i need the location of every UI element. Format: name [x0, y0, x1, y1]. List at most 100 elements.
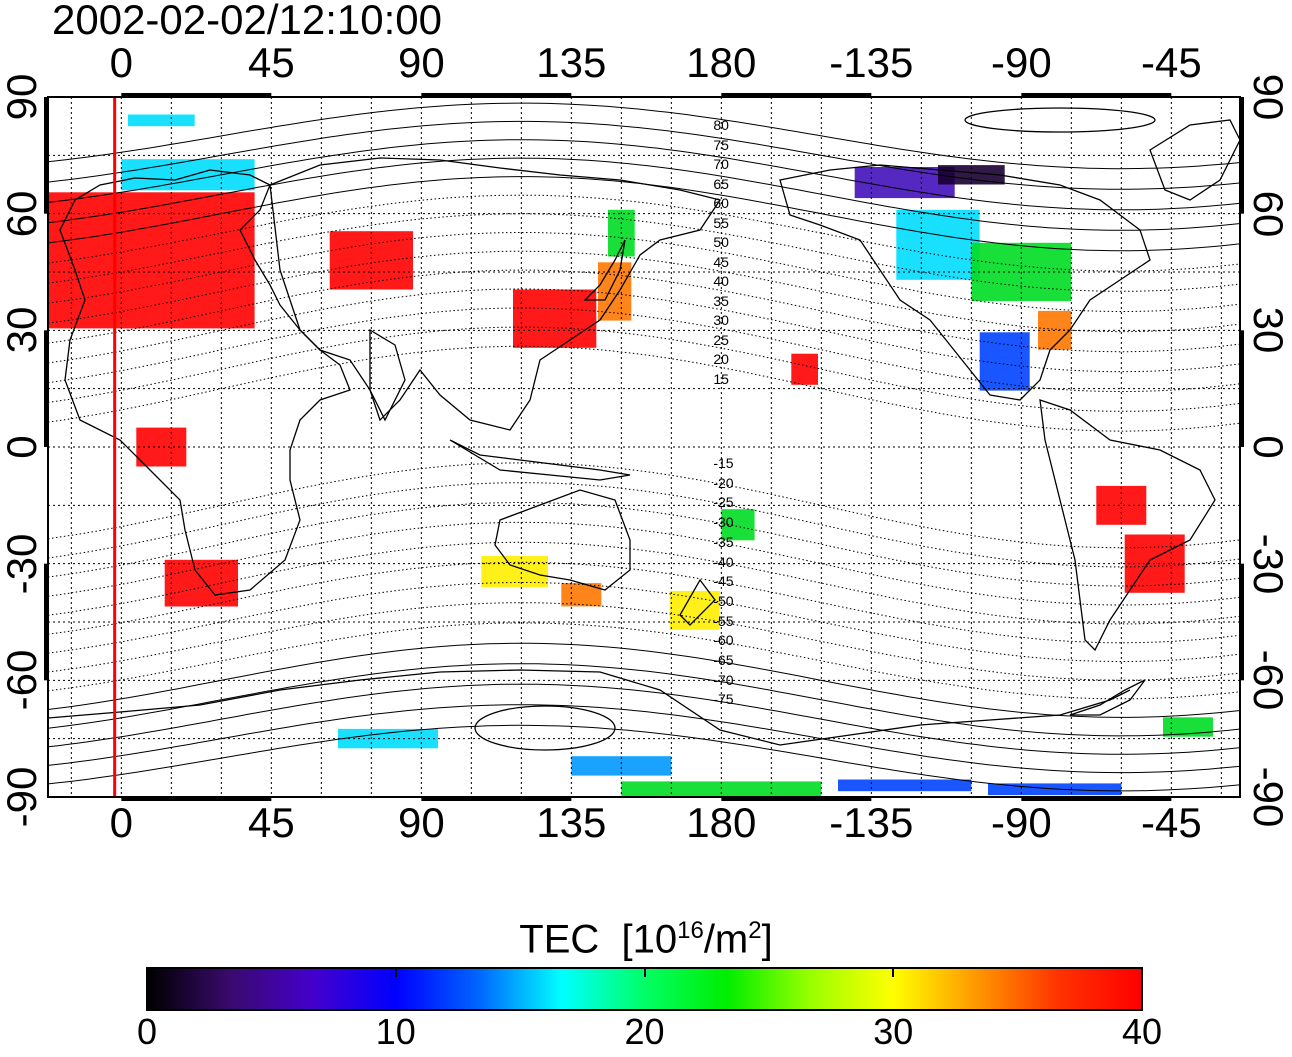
contour-label: 15: [713, 370, 729, 387]
tec-patch: [481, 555, 548, 587]
contour-label: 35: [713, 292, 729, 309]
graticule-grid: [48, 97, 1240, 797]
tec-patch: [164, 559, 238, 607]
top-longitude-tick: -135: [829, 39, 914, 86]
contour-label: -45: [713, 573, 734, 590]
magnetic-contour: [48, 139, 1240, 211]
contour-label: -20: [713, 474, 734, 491]
magnetic-pole-contour: [964, 107, 1156, 133]
colorbar-tick-label: 0: [136, 1011, 158, 1052]
contour-label: -55: [713, 612, 734, 629]
contour-label: 80: [713, 117, 729, 133]
tec-patch: [598, 262, 632, 321]
bottom-longitude-tick: 90: [397, 799, 445, 846]
colorbar-unit-per-meter: /m: [703, 917, 749, 962]
tec-patch: [121, 159, 255, 191]
right-latitude-tick: -90: [1245, 766, 1292, 828]
magnetic-contour: [48, 157, 1240, 231]
colorbar-tick-mark: [394, 967, 397, 977]
coastline-new-zealand: [679, 578, 716, 626]
colorbar-tick-mark: [643, 967, 646, 977]
magnetic-contour: [48, 561, 1240, 644]
colorbar-unit-exponent: 16: [677, 917, 704, 944]
top-longitude-tick: -45: [1140, 39, 1202, 86]
contour-label: 75: [713, 136, 729, 153]
tec-patch: [721, 509, 755, 541]
magnetic-latitude-contours: [48, 102, 1240, 792]
colorbar-title: TEC [1016/m2]: [519, 917, 773, 962]
bottom-longitude-tick: 0: [109, 799, 133, 846]
colorbar-tick-label: 20: [624, 1011, 665, 1052]
colorbar-tick-label: 40: [1121, 1011, 1163, 1052]
frame-bar: [721, 797, 872, 801]
magnetic-contour: [48, 642, 1240, 718]
colorbar-tick-mark: [146, 967, 148, 977]
frame-bar: [721, 93, 872, 97]
coastline-australia: [494, 489, 631, 591]
colorbar-tick-label: 10: [375, 1011, 416, 1052]
frame-bar: [1021, 797, 1172, 801]
magnetic-contour: [48, 541, 1240, 625]
contour-label: -65: [713, 652, 734, 668]
magnetic-contour: [48, 683, 1240, 755]
contour-label: -75: [713, 691, 734, 708]
contour-label: 70: [713, 156, 729, 172]
contour-label: -70: [713, 671, 734, 688]
tec-data-layer: [48, 114, 1213, 797]
magnetic-contour: [48, 232, 1240, 312]
magnetic-contour: [48, 102, 1240, 170]
magnetic-pole-contour: [474, 705, 616, 751]
magnetic-contour: [48, 582, 1240, 662]
top-longitude-tick: 90: [397, 39, 445, 86]
tec-patch: [669, 590, 720, 630]
contour-label: 65: [713, 175, 729, 192]
frame-bar: [421, 797, 572, 801]
tec-patch: [571, 756, 672, 776]
contour-label: -50: [713, 592, 734, 609]
colorbar-unit-base: 10: [632, 917, 678, 962]
magnetic-contour: [48, 120, 1240, 190]
frame-bar: [1240, 97, 1244, 214]
contour-label: -60: [713, 632, 734, 649]
contour-label: 40: [713, 273, 729, 289]
colorbar-quantity: TEC: [519, 917, 600, 962]
magnetic-contour: [48, 482, 1240, 568]
tec-patch: [791, 353, 818, 385]
contour-label: -25: [713, 494, 734, 511]
frame-bar: [1021, 93, 1172, 97]
contour-label: -35: [713, 533, 734, 550]
tec-patch: [329, 231, 413, 290]
contour-label: 60: [713, 195, 729, 211]
frame-bar: [121, 797, 272, 801]
coastline-asia: [269, 157, 722, 431]
top-longitude-tick: 45: [247, 39, 295, 86]
contour-label: 30: [713, 312, 729, 328]
magnetic-contour: [48, 724, 1240, 792]
tec-patch: [1163, 717, 1213, 737]
coastline-indonesia: [449, 439, 631, 481]
coastline-north-america: [779, 164, 1151, 401]
colorbar-unit-squared: 2: [748, 917, 762, 944]
magnetic-contour: [48, 288, 1240, 373]
coastlines: [48, 119, 1240, 746]
magnetic-contour: [48, 663, 1240, 737]
frame-bar: [44, 563, 48, 681]
contour-label: 55: [713, 214, 729, 231]
contour-label: 50: [713, 234, 729, 250]
magnetic-contour: [48, 521, 1240, 606]
magnetic-contour: [48, 250, 1240, 333]
coastline-greenland: [1149, 119, 1240, 201]
magnetic-contour: [48, 622, 1240, 700]
top-longitude-tick: -90: [990, 39, 1052, 86]
tec-patch: [48, 192, 255, 329]
left-latitude-tick: -90: [0, 766, 45, 828]
bottom-longitude-tick: -90: [990, 799, 1052, 846]
contour-label: 45: [713, 253, 729, 270]
coastline-south-america: [1039, 399, 1216, 652]
colorbar-tick-mark: [1141, 967, 1143, 977]
contour-label: -30: [713, 514, 734, 531]
tec-patch: [896, 209, 980, 280]
top-longitude-tick: 0: [109, 39, 133, 86]
bottom-longitude-tick: -45: [1140, 799, 1202, 846]
